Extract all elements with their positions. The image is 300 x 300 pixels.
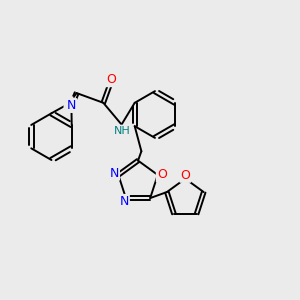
Text: NH: NH	[114, 125, 130, 136]
Text: N: N	[119, 195, 129, 208]
Text: S: S	[64, 97, 73, 110]
Text: N: N	[110, 167, 119, 180]
Text: O: O	[157, 168, 167, 182]
Text: N: N	[67, 99, 76, 112]
Text: O: O	[180, 169, 190, 182]
Text: O: O	[106, 73, 116, 86]
